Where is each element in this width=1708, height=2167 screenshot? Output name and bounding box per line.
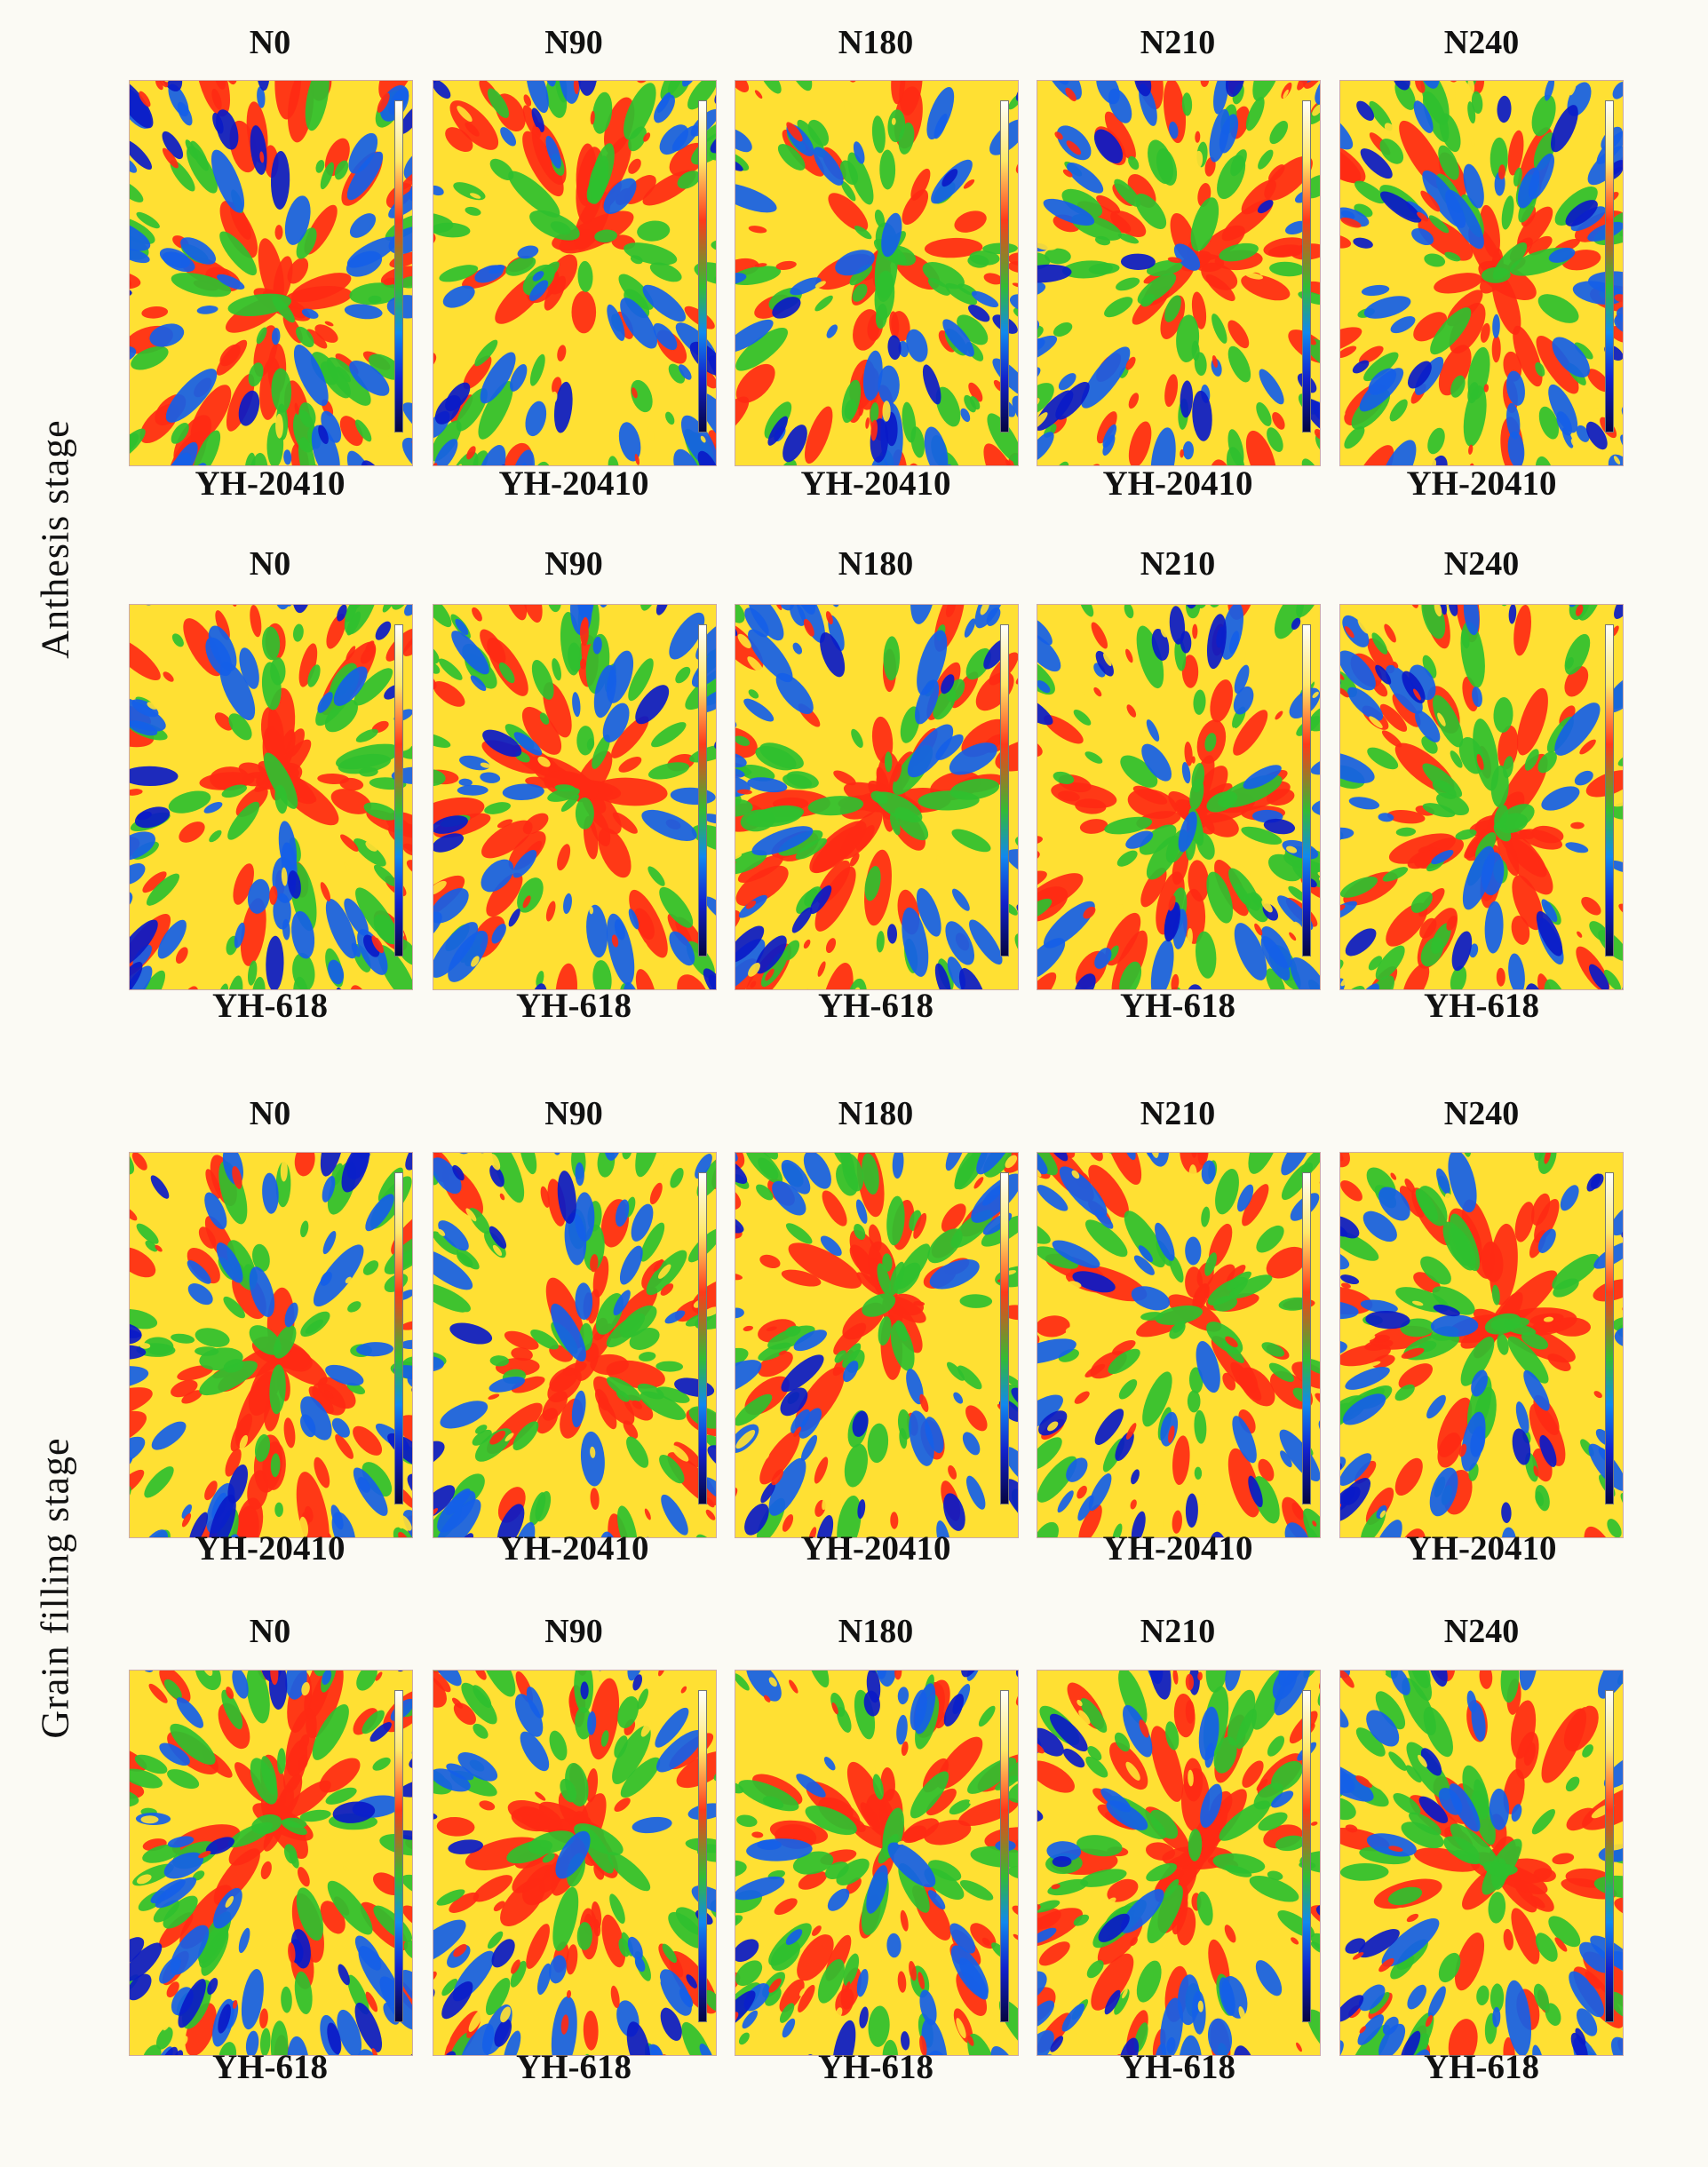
temperature-colorbar <box>698 100 707 433</box>
cultivar-label: YH-618 <box>818 2048 933 2086</box>
cultivar-label: YH-20410 <box>498 1529 649 1568</box>
thermal-image <box>735 1670 1019 2056</box>
temperature-colorbar <box>1302 100 1311 433</box>
thermal-image <box>129 1670 413 2056</box>
thermal-image <box>1037 1152 1321 1538</box>
treatment-label: N0 <box>249 545 291 583</box>
treatment-label: N210 <box>1140 24 1216 61</box>
thermal-image <box>433 80 717 466</box>
temperature-colorbar <box>1605 624 1614 956</box>
treatment-label: N210 <box>1140 545 1216 583</box>
thermal-image <box>129 604 413 990</box>
treatment-label: N90 <box>544 545 603 583</box>
thermal-image <box>1339 1670 1624 2056</box>
stage-label: Anthesis stage <box>33 419 77 659</box>
thermal-image <box>1037 604 1321 990</box>
cultivar-label: YH-618 <box>516 2048 632 2086</box>
cultivar-label: YH-618 <box>1424 2048 1539 2086</box>
temperature-colorbar <box>394 624 403 956</box>
treatment-label: N180 <box>838 24 914 61</box>
cultivar-label: YH-618 <box>1120 987 1235 1025</box>
thermal-image <box>735 1152 1019 1538</box>
thermal-image <box>1339 604 1624 990</box>
cultivar-label: YH-618 <box>212 987 328 1025</box>
thermal-image <box>433 1152 717 1538</box>
temperature-colorbar <box>1302 1172 1311 1504</box>
temperature-colorbar <box>1000 100 1009 433</box>
temperature-colorbar <box>1605 1690 1614 2022</box>
thermal-image <box>1339 80 1624 466</box>
cultivar-label: YH-618 <box>1120 2048 1235 2086</box>
cultivar-label: YH-618 <box>1424 987 1539 1025</box>
cultivar-label: YH-20410 <box>1102 1529 1253 1568</box>
thermal-image <box>129 80 413 466</box>
cultivar-label: YH-20410 <box>1406 464 1557 503</box>
cultivar-label: YH-618 <box>818 987 933 1025</box>
treatment-label: N240 <box>1443 545 1520 583</box>
thermal-image <box>129 1152 413 1538</box>
temperature-colorbar <box>1302 624 1311 956</box>
cultivar-label: YH-20410 <box>1102 464 1253 503</box>
treatment-label: N0 <box>249 1095 291 1132</box>
cultivar-label: YH-20410 <box>800 1529 951 1568</box>
stage-label: Grain filling stage <box>33 1437 77 1739</box>
thermal-image <box>433 604 717 990</box>
cultivar-label: YH-20410 <box>800 464 951 503</box>
thermal-image <box>735 604 1019 990</box>
treatment-label: N180 <box>838 545 914 583</box>
treatment-label: N210 <box>1140 1613 1216 1650</box>
temperature-colorbar <box>698 1172 707 1504</box>
cultivar-label: YH-20410 <box>195 464 346 503</box>
temperature-colorbar <box>1605 100 1614 433</box>
thermal-image <box>1037 80 1321 466</box>
cultivar-label: YH-20410 <box>195 1529 346 1568</box>
treatment-label: N180 <box>838 1613 914 1650</box>
temperature-colorbar <box>698 624 707 956</box>
treatment-label: N0 <box>249 1613 291 1650</box>
treatment-label: N90 <box>544 1613 603 1650</box>
temperature-colorbar <box>394 1690 403 2022</box>
temperature-colorbar <box>1000 1172 1009 1504</box>
treatment-label: N240 <box>1443 1613 1520 1650</box>
temperature-colorbar <box>1000 1690 1009 2022</box>
temperature-colorbar <box>1000 624 1009 956</box>
thermal-image <box>1037 1670 1321 2056</box>
cultivar-label: YH-20410 <box>1406 1529 1557 1568</box>
treatment-label: N240 <box>1443 1095 1520 1132</box>
thermal-image <box>735 80 1019 466</box>
temperature-colorbar <box>394 100 403 433</box>
treatment-label: N210 <box>1140 1095 1216 1132</box>
temperature-colorbar <box>1302 1690 1311 2022</box>
cultivar-label: YH-618 <box>516 987 632 1025</box>
treatment-label: N90 <box>544 1095 603 1132</box>
treatment-label: N180 <box>838 1095 914 1132</box>
treatment-label: N0 <box>249 24 291 61</box>
temperature-colorbar <box>1605 1172 1614 1504</box>
cultivar-label: YH-20410 <box>498 464 649 503</box>
cultivar-label: YH-618 <box>212 2048 328 2086</box>
thermal-image <box>1339 1152 1624 1538</box>
thermal-image <box>433 1670 717 2056</box>
temperature-colorbar <box>394 1172 403 1504</box>
treatment-label: N90 <box>544 24 603 61</box>
temperature-colorbar <box>698 1690 707 2022</box>
treatment-label: N240 <box>1443 24 1520 61</box>
